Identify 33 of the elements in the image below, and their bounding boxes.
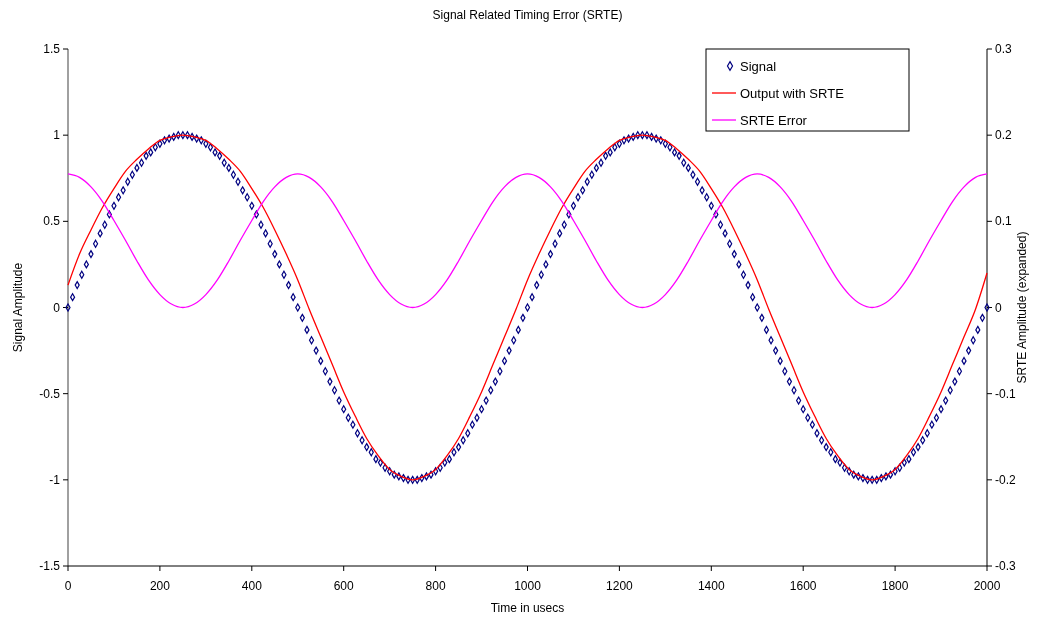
y-axis-title: Signal Amplitude	[11, 262, 25, 353]
x-tick-label: 600	[333, 579, 355, 593]
chart-title: Signal Related Timing Error (SRTE)	[432, 8, 623, 22]
x-tick-label: 2000	[973, 579, 1001, 593]
y-tick-label: 1.5	[43, 42, 61, 56]
legend-label: Output with SRTE	[740, 86, 845, 101]
y-tick-label: 0.5	[43, 214, 61, 229]
y2-tick-label: 0.1	[995, 214, 1013, 229]
y-tick-label: -1.5	[39, 559, 61, 573]
y-tick-label: 0	[53, 300, 61, 315]
legend-label: Signal	[740, 59, 777, 74]
x-tick-label: 1000	[514, 579, 542, 593]
y2-tick-label: 0	[995, 300, 1002, 315]
x-tick-label: 800	[425, 579, 446, 593]
y-tick-label: -0.5	[39, 386, 61, 401]
x-tick-label: 400	[241, 579, 263, 593]
y2-tick-label: -0.2	[995, 472, 1016, 487]
x-axis-title: Time in usecs	[490, 601, 565, 615]
y-tick-label: -1	[49, 472, 61, 487]
y2-tick-label: -0.1	[995, 386, 1016, 401]
y-tick-label: 1	[53, 128, 61, 143]
x-tick-label: 1600	[789, 579, 817, 593]
x-tick-label: 0	[64, 579, 72, 593]
y2-tick-label: -0.3	[995, 559, 1016, 573]
line-series	[67, 173, 988, 309]
y2-tick-label: 0.3	[995, 42, 1013, 56]
y2-tick-label: 0.2	[995, 128, 1013, 143]
legend-label: SRTE Error	[740, 113, 808, 128]
y2-axis-title: SRTE Amplitude (expanded)	[1015, 231, 1029, 384]
x-tick-label: 1800	[881, 579, 909, 593]
x-tick-label: 200	[149, 579, 171, 593]
x-tick-label: 1400	[697, 579, 725, 593]
x-tick-label: 1200	[606, 579, 634, 593]
